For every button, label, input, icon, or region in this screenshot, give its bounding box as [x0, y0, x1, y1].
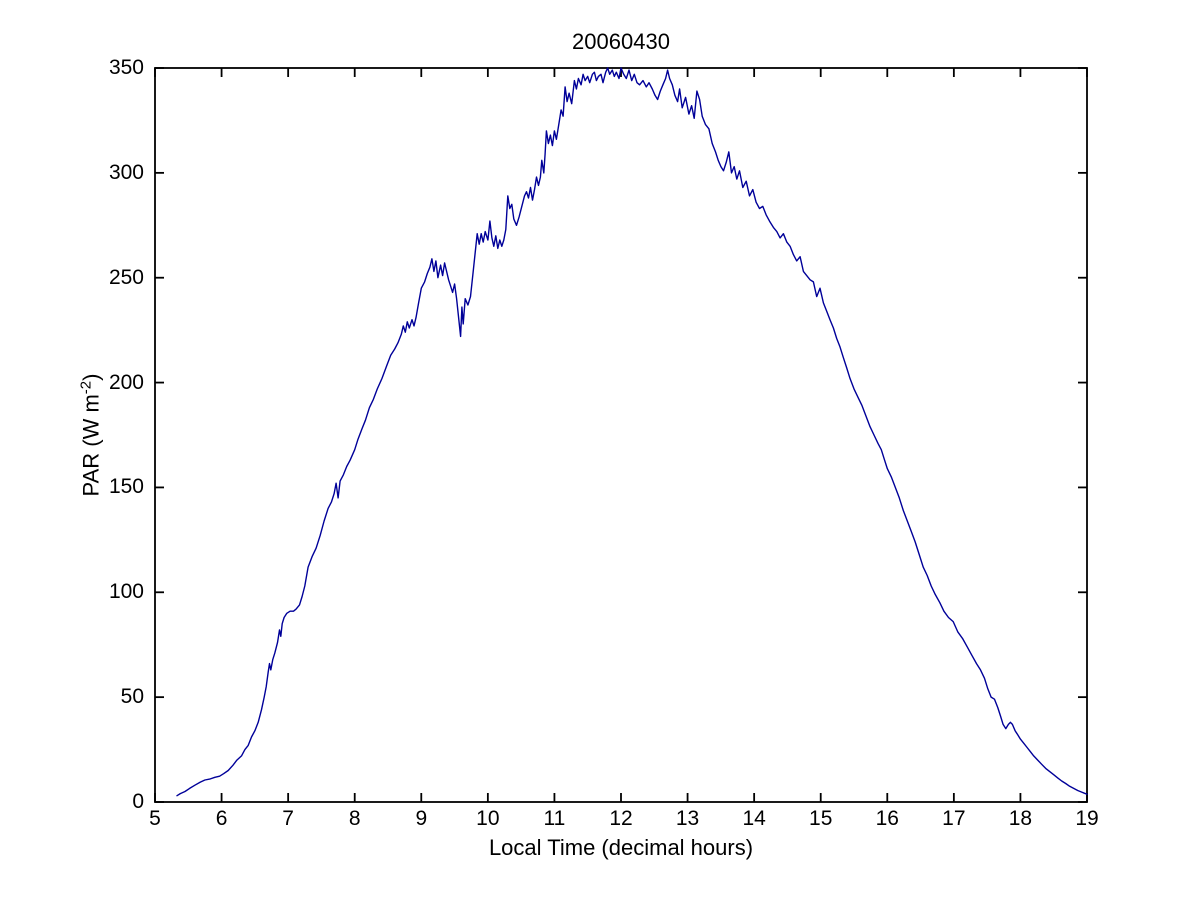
x-tick-label: 10: [476, 807, 500, 830]
x-tick-label: 9: [415, 807, 428, 830]
y-tick-label: 0: [132, 790, 144, 813]
y-tick-label: 150: [108, 475, 144, 499]
y-tick-label: 200: [108, 370, 144, 394]
y-tick-label: 250: [108, 265, 144, 289]
x-tick-label: 19: [1075, 807, 1099, 830]
x-tick-label: 8: [348, 807, 361, 830]
par-line: [176, 67, 1088, 797]
x-axis-label: Local Time (decimal hours): [488, 835, 754, 860]
x-tick-label: 5: [149, 807, 161, 830]
x-tick-label: 15: [809, 807, 833, 830]
chart-title: 20060430: [572, 29, 670, 54]
x-tick-label: 14: [742, 807, 766, 830]
x-tick-label: 6: [215, 807, 228, 830]
x-tick-label: 18: [1008, 807, 1033, 830]
y-tick-label: 100: [108, 580, 144, 604]
y-tick-label: 50: [120, 685, 144, 709]
y-tick-label: 300: [108, 160, 144, 184]
x-tick-label: 12: [609, 807, 633, 830]
x-tick-label: 7: [282, 807, 294, 830]
x-tick-label: 16: [875, 807, 899, 830]
y-tick-label: 350: [108, 56, 144, 79]
x-tick-label: 11: [543, 807, 566, 830]
axis-box: [154, 67, 1088, 803]
x-tick-label: 13: [675, 807, 700, 830]
x-tick-label: 17: [942, 807, 966, 830]
